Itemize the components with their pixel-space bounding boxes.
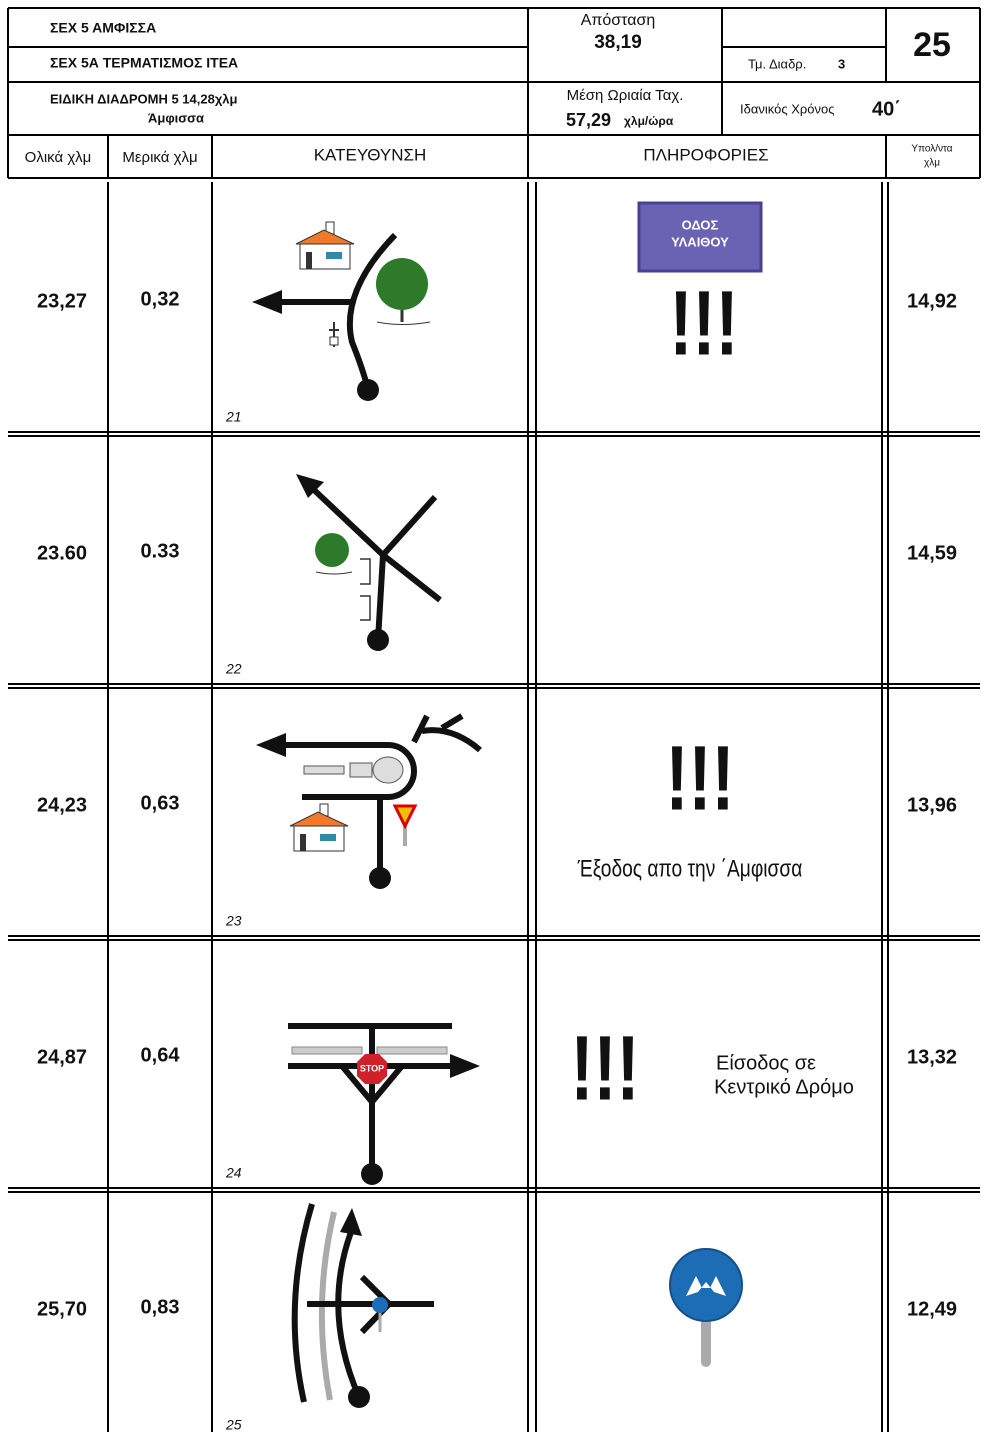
partial-km: 0,83 [141,1296,180,1318]
instruction-number: 24 [225,1165,242,1181]
sign-text: ΟΔΟΣ [682,217,719,232]
partial-km: 0,63 [141,792,180,814]
partial-km: 0,64 [141,1044,181,1066]
label: Απόσταση [581,12,656,29]
alert: !!! [666,727,735,830]
subtitle: ΣΕΧ 5Α ΤΕΡΜΑΤΙΣΜΟΣ ΙΤΕΑ [50,55,238,71]
diagram [252,221,431,401]
remaining-km: 14,92 [907,290,957,312]
alert: !!! [571,1017,640,1120]
remaining-km: 13,96 [907,794,957,816]
column-header: Υπολ/ντα [911,144,952,155]
total-km: 25,70 [37,1298,87,1320]
instruction-number: 22 [225,661,242,677]
note: Κεντρικό Δρόμο [714,1076,854,1098]
road-sign [637,201,763,273]
remaining-km: 13,32 [907,1046,957,1068]
column-header: Μερικά χλμ [122,149,197,166]
stage: ΕΙΔΙΚΗ ΔΙΑΔΡΟΜΗ 5 14,28χλμ [50,91,238,106]
value: 3 [838,56,845,71]
instruction-number: 21 [225,409,242,425]
total-km: 23,27 [37,290,87,312]
unit: χλμ/ώρα [624,114,674,128]
note: Έξοδος απο την ΄Αμφισσα [577,854,803,882]
rows: 23,27 0,32 14,92 21 23.60 0.33 14,59 22 24,23 0,6… [37,288,957,1432]
page-number: 25 [913,26,951,64]
column-header: ΠΛΗΡΟΦΟΡΙΕΣ [643,145,768,164]
grid [7,7,981,1432]
value: 57,29 [566,110,611,130]
header: ΣΕΧ 5 ΑΜΦΙΣΣΑ ΣΕΧ 5Α ΤΕΡΜΑΤΙΣΜΟΣ ΙΤΕΑ Απ… [25,12,953,168]
column-header: Ολικά χλμ [25,149,92,166]
diagram [256,713,482,889]
label: Μέση Ωριαία Ταχ. [567,87,684,104]
value: 40΄ [872,98,901,120]
column-header: ΚΑΤΕΥΘΥΝΣΗ [314,145,427,164]
diagram: STOP [288,1023,480,1185]
stage-place: Άμφισσα [148,110,204,125]
remaining-km: 12,49 [907,1298,957,1320]
diagram [291,1203,434,1408]
note: Είσοδος σε [716,1052,816,1074]
partial-km: 0,32 [141,288,180,310]
sign-symbol [686,1276,726,1296]
total-km: 24,23 [37,794,87,816]
alert: !!! [670,272,739,375]
column-header: χλμ [924,158,940,169]
value: 38,19 [594,32,642,53]
total-km: 23.60 [37,542,87,564]
title: ΣΕΧ 5 ΑΜΦΙΣΣΑ [50,20,156,36]
sign-text: ΥΛΑΙΘΟΥ [671,234,729,249]
instruction-number: 23 [225,913,242,929]
partial-km: 0.33 [141,540,180,562]
total-km: 24,87 [37,1046,87,1068]
remaining-km: 14,59 [907,542,957,564]
label: Ιδανικός Χρόνος [740,101,835,116]
instruction-number: 25 [225,1417,242,1432]
sign-text: STOP [360,1063,384,1073]
label: Τμ. Διαδρ. [748,56,806,71]
diagram [296,474,442,651]
